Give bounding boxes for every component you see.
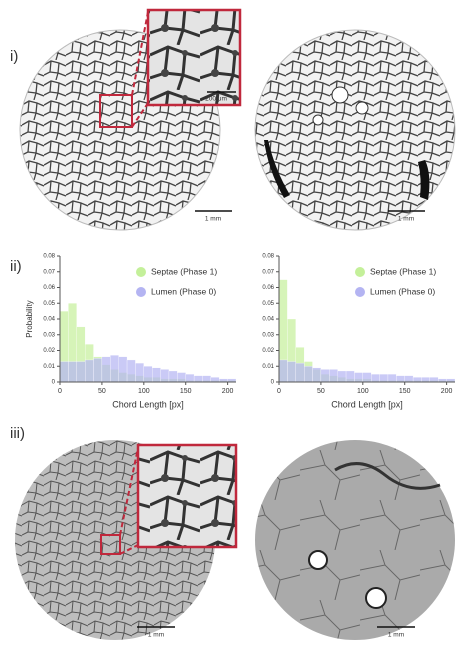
x-tick-label: 0 [58, 388, 62, 395]
y-tick-label: 0 [52, 380, 56, 386]
bar [379, 373, 389, 383]
x-axis-label: Chord Length [px] [331, 399, 403, 409]
bar [193, 375, 203, 383]
bar [329, 369, 338, 383]
bar [168, 370, 178, 383]
bar [93, 358, 103, 383]
zoom-box [99, 94, 133, 128]
bar [345, 370, 355, 383]
x-tick-label: 100 [357, 388, 369, 395]
bar [152, 367, 161, 383]
scale-label: 1 mm [388, 632, 404, 639]
bar [312, 367, 322, 383]
panel-i: 200 μm 1 mm 1 mm i) [10, 8, 456, 231]
bar [118, 356, 128, 383]
y-tick-label: 0.08 [262, 254, 274, 260]
y-tick-label: 0.07 [43, 269, 55, 275]
panel-label: iii) [10, 425, 25, 442]
scale-label: 1 mm [398, 216, 414, 223]
legend-marker [136, 287, 146, 297]
bar [396, 375, 405, 383]
bar [210, 377, 220, 383]
bar [76, 361, 86, 383]
bar [354, 372, 363, 383]
bar [59, 361, 69, 383]
x-tick-label: 100 [138, 388, 150, 395]
legend-label: Lumen (Phase 0) [151, 286, 216, 296]
y-tick-label: 0.02 [43, 348, 55, 354]
y-tick-label: 0.06 [262, 285, 274, 291]
scale-label: 1 mm [205, 216, 221, 223]
bar [362, 372, 372, 383]
y-tick-label: 0.07 [262, 269, 274, 275]
inset [146, 8, 242, 107]
bar [278, 359, 288, 383]
bar [202, 375, 212, 383]
y-tick-label: 0.05 [262, 301, 274, 307]
legend-marker [355, 267, 365, 277]
panel-label: i) [10, 48, 18, 65]
y-tick-label: 0.02 [262, 348, 274, 354]
y-tick-label: 0.06 [43, 285, 55, 291]
bar [337, 370, 347, 383]
x-tick-label: 150 [399, 388, 411, 395]
bar [84, 359, 94, 383]
bar [177, 372, 186, 383]
bar [68, 361, 77, 383]
zoom-box [100, 534, 121, 555]
y-tick-label: 0.05 [43, 301, 55, 307]
x-tick-label: 200 [222, 388, 234, 395]
y-tick-label: 0.03 [43, 332, 55, 338]
bar [387, 373, 397, 383]
y-tick-label: 0.03 [262, 332, 274, 338]
bar [320, 369, 330, 383]
scale-label: 200 μm [205, 96, 227, 103]
y-tick-label: 0.04 [43, 317, 55, 323]
chart: 0 0.01 0.02 0.03 0.04 0.05 0.06 0.07 0.08 0 50 100 1… [262, 254, 456, 409]
chart: 0 0.01 0.02 0.03 0.04 0.05 0.06 0.07 0.08 0 50 100 1… [25, 254, 237, 409]
legend-marker [355, 287, 365, 297]
panel-label: ii) [10, 258, 22, 275]
x-tick-label: 200 [441, 388, 453, 395]
x-tick-label: 50 [317, 388, 325, 395]
y-tick-label: 0 [271, 380, 275, 386]
bar [295, 362, 305, 383]
y-tick-label: 0.01 [43, 364, 55, 370]
micrograph [254, 29, 456, 231]
bar [412, 377, 422, 383]
inset [136, 443, 238, 549]
bar [429, 377, 439, 383]
y-tick-label: 0.08 [43, 254, 55, 260]
panel-iii: 1 mm 1 mm iii) [10, 425, 455, 640]
bar [287, 361, 296, 383]
scale-label: 1 mm [148, 632, 164, 639]
bar [110, 355, 119, 383]
y-tick-label: 0.04 [262, 317, 274, 323]
x-tick-label: 0 [277, 388, 281, 395]
bar [126, 359, 136, 383]
y-tick-label: 0.01 [262, 364, 274, 370]
bar [160, 369, 170, 383]
bar [135, 362, 144, 383]
bar [143, 366, 153, 383]
x-tick-label: 50 [98, 388, 106, 395]
legend-label: Lumen (Phase 0) [370, 286, 435, 296]
bar [404, 375, 414, 383]
bar [421, 377, 431, 383]
y-axis-label: Probability [25, 300, 34, 337]
x-tick-label: 150 [180, 388, 192, 395]
bar [303, 366, 313, 383]
bar [185, 373, 195, 383]
legend-marker [136, 267, 146, 277]
x-axis-label: Chord Length [px] [112, 399, 184, 409]
micrograph [255, 440, 455, 640]
bar [101, 356, 111, 383]
legend-label: Septae (Phase 1) [151, 266, 217, 276]
legend-label: Septae (Phase 1) [370, 266, 436, 276]
bar [371, 373, 380, 383]
